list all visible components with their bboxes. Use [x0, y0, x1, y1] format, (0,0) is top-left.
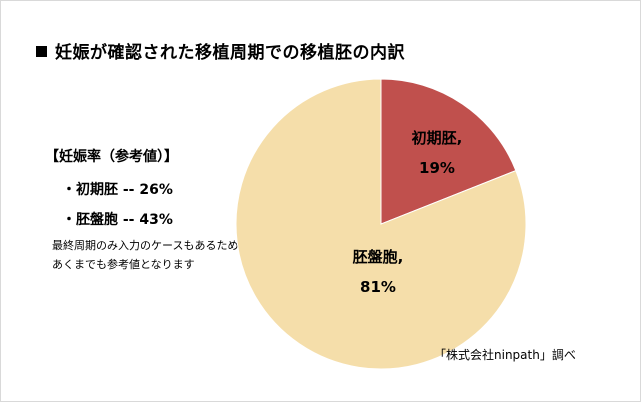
slice-name-label: 初期胚,: [412, 129, 463, 147]
source-credit: 「株式会社ninpath」調べ: [434, 348, 576, 362]
rate-note-line: あくまでも参考値となります: [52, 258, 195, 271]
slice-name-label: 胚盤胞,: [353, 248, 404, 266]
pie-slice: [235, 78, 527, 370]
chart-title-text: 妊娠が確認された移植周期での移植胚の内訳: [55, 43, 405, 63]
slice-value-label: 19%: [419, 159, 455, 177]
rate-item-blastocyst: ・胚盤胞 -- 43%: [62, 212, 173, 228]
chart-title: 妊娠が確認された移植周期での移植胚の内訳: [36, 38, 405, 63]
pie-labels: 初期胚, 19% 胚盤胞, 81%: [353, 129, 463, 296]
rate-heading: 【妊娠率（参考値）】: [45, 149, 178, 165]
title-bullet-icon: [36, 46, 47, 57]
pie-slice: [380, 78, 517, 225]
rate-item-early-embryo: ・初期胚 -- 26%: [62, 182, 173, 198]
rate-note-line: 最終周期のみ入力のケースもあるため: [52, 239, 239, 252]
slice-value-label: 81%: [360, 278, 396, 296]
pie-slices: [235, 78, 527, 370]
